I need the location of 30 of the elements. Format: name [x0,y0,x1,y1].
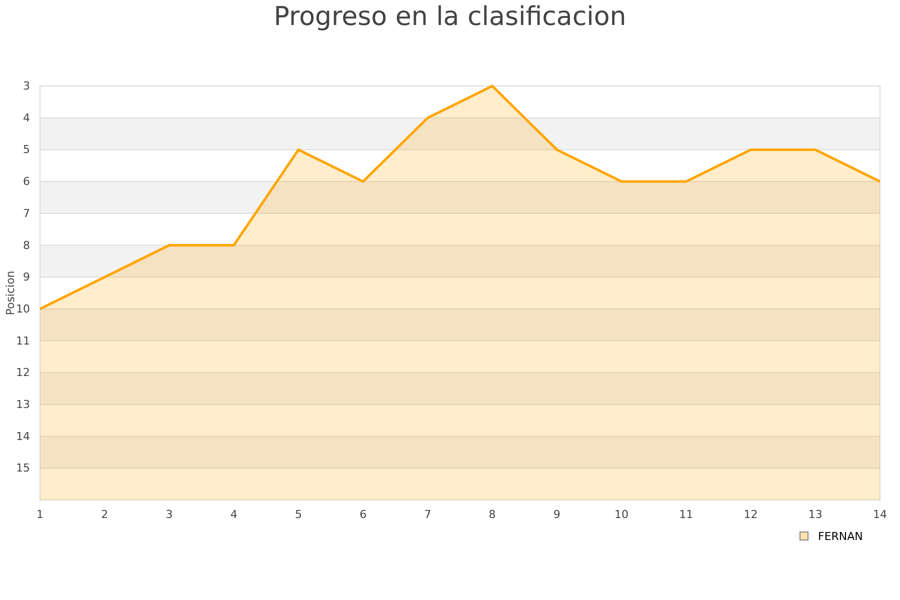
y-tick-label: 8 [23,238,30,252]
y-tick-label: 15 [16,462,30,475]
y-tick-label: 12 [16,366,30,380]
y-tick-label: 13 [16,398,30,411]
x-tick-label: 8 [488,508,496,521]
y-tick-label: 7 [23,206,30,220]
x-tick-label: 4 [230,508,238,521]
y-tick-label: 4 [23,111,30,124]
y-tick-label: 11 [16,334,30,348]
x-tick-label: 1 [36,508,44,521]
chart-title: Progreso en la clasificacion [274,2,626,32]
legend-label: FERNAN [818,530,863,543]
y-tick-label: 6 [23,175,30,188]
x-tick-label: 9 [553,508,560,521]
x-tick-label: 2 [101,508,108,521]
y-axis-title: Posicion [4,270,17,316]
y-tick-label: 3 [23,80,30,93]
x-tick-label: 10 [614,508,629,521]
x-tick-label: 13 [808,508,822,521]
x-tick-label: 6 [360,508,367,521]
y-tick-label: 10 [16,302,30,316]
x-tick-label: 5 [294,508,302,521]
x-tick-label: 7 [424,508,432,521]
x-tick-label: 11 [679,508,694,521]
x-tick-label: 12 [744,508,758,521]
y-tick-label: 14 [16,430,30,443]
x-tick-label: 14 [873,508,887,521]
y-tick-label: 5 [23,143,30,156]
x-tick-label: 3 [166,508,173,521]
y-tick-label: 9 [23,270,30,284]
